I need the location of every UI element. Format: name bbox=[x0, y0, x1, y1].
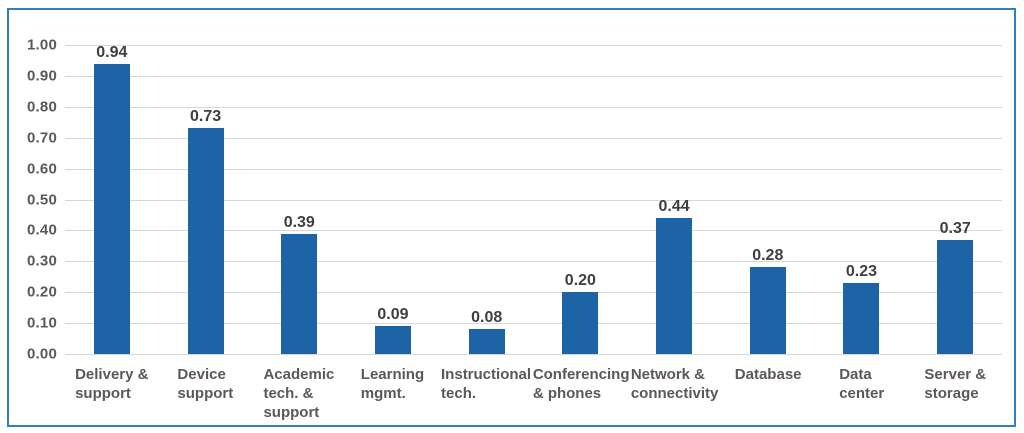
bar-value-label: 0.44 bbox=[658, 198, 690, 216]
y-tick-label: 0.80 bbox=[27, 98, 57, 116]
y-tick-label: 0.30 bbox=[27, 252, 57, 270]
x-category-label: Conferencing & phones bbox=[532, 366, 630, 402]
y-tick-label: 0.90 bbox=[27, 67, 57, 85]
bar bbox=[187, 128, 224, 354]
bar-value-label: 0.20 bbox=[564, 272, 596, 290]
bar-value-label: 0.08 bbox=[471, 309, 503, 327]
gridline bbox=[65, 261, 1002, 263]
y-tick-label: 0.70 bbox=[27, 129, 57, 147]
x-label-slot: Database bbox=[721, 366, 815, 422]
y-tick-label: 0.50 bbox=[27, 191, 57, 208]
bar-slot: 0.08 bbox=[440, 45, 534, 354]
bar-value-label: 0.23 bbox=[845, 262, 878, 280]
x-axis-labels: Delivery & support Device support Academic… bbox=[65, 366, 1002, 422]
bar bbox=[281, 233, 318, 354]
x-category-label: Network & connectivity bbox=[630, 366, 719, 402]
y-axis: 1.00 0.90 0.80 0.70 0.60 0.50 0.40 0.30 0.20 0.10… bbox=[15, 37, 57, 363]
x-label-slot: Learning mgmt. bbox=[346, 366, 440, 422]
bar-slots: 0.94 0.73 0.39 0.09 0.08 0.20 0.44 0.28 0.23 0.37 bbox=[65, 45, 1002, 354]
bar-slot: 0.23 bbox=[815, 45, 909, 354]
gridline bbox=[65, 354, 1002, 355]
x-label-slot: Conferencing & phones bbox=[532, 366, 630, 422]
x-label-slot: Data center bbox=[815, 366, 909, 422]
bar bbox=[374, 326, 411, 354]
gridline bbox=[65, 45, 1002, 46]
x-category-label: Learning mgmt. bbox=[360, 366, 425, 402]
x-category-label: Instructional tech. bbox=[441, 366, 532, 402]
y-tick-label: 0.10 bbox=[27, 314, 57, 332]
bar-slot: 0.39 bbox=[252, 45, 346, 354]
bar-slot: 0.09 bbox=[346, 45, 440, 354]
gridline bbox=[65, 230, 1002, 232]
bar-slot: 0.44 bbox=[627, 45, 721, 354]
bar bbox=[562, 292, 599, 354]
bar-value-label: 0.39 bbox=[283, 213, 315, 231]
gridline bbox=[65, 106, 1002, 108]
bar bbox=[656, 218, 693, 354]
bar bbox=[93, 64, 130, 354]
bar-value-label: 0.28 bbox=[752, 247, 784, 265]
gridline bbox=[65, 199, 1002, 201]
x-category-label: Academic tech. & support bbox=[263, 366, 335, 421]
bar-value-label: 0.37 bbox=[939, 219, 971, 237]
x-category-label: Database bbox=[734, 366, 802, 383]
bar bbox=[843, 282, 880, 354]
y-tick-label: 0.40 bbox=[27, 221, 57, 239]
gridline bbox=[65, 323, 1002, 325]
bar-slot: 0.37 bbox=[908, 45, 1002, 354]
x-label-slot: Instructional tech. bbox=[439, 366, 533, 422]
gridline bbox=[65, 75, 1002, 77]
x-label-slot: Network & connectivity bbox=[628, 366, 722, 422]
y-tick-label: 0.20 bbox=[27, 283, 57, 301]
plot-area: 0.94 0.73 0.39 0.09 0.08 0.20 0.44 0.28 0.23 0.37 bbox=[65, 45, 1002, 355]
y-tick-label: 0.00 bbox=[27, 345, 57, 363]
y-tick-label: 0.60 bbox=[27, 160, 57, 178]
gridline bbox=[65, 168, 1002, 170]
gridline bbox=[65, 137, 1002, 139]
bar-value-label: 0.94 bbox=[96, 44, 128, 61]
x-label-slot: Server & storage bbox=[909, 366, 1003, 422]
bar-value-label: 0.09 bbox=[377, 306, 409, 324]
x-label-slot: Academic tech. & support bbox=[252, 366, 346, 422]
x-category-label: Device support bbox=[177, 366, 234, 402]
bar-slot: 0.94 bbox=[65, 45, 159, 354]
bar-slot: 0.28 bbox=[721, 45, 815, 354]
gridline bbox=[65, 292, 1002, 294]
bar-value-label: 0.73 bbox=[189, 108, 222, 126]
bar bbox=[749, 267, 786, 354]
bar-slot: 0.73 bbox=[159, 45, 253, 354]
x-category-label: Delivery & support bbox=[75, 366, 149, 402]
bar bbox=[937, 239, 974, 354]
chart-frame: 1.00 0.90 0.80 0.70 0.60 0.50 0.40 0.30 0.20 0.10… bbox=[7, 8, 1016, 427]
bar-slot: 0.20 bbox=[534, 45, 628, 354]
x-label-slot: Device support bbox=[159, 366, 253, 422]
y-tick-label: 1.00 bbox=[27, 36, 57, 54]
x-label-slot: Delivery & support bbox=[65, 366, 159, 422]
x-category-label: Data center bbox=[839, 366, 885, 402]
x-category-label: Server & storage bbox=[924, 366, 987, 402]
bar bbox=[468, 329, 505, 354]
